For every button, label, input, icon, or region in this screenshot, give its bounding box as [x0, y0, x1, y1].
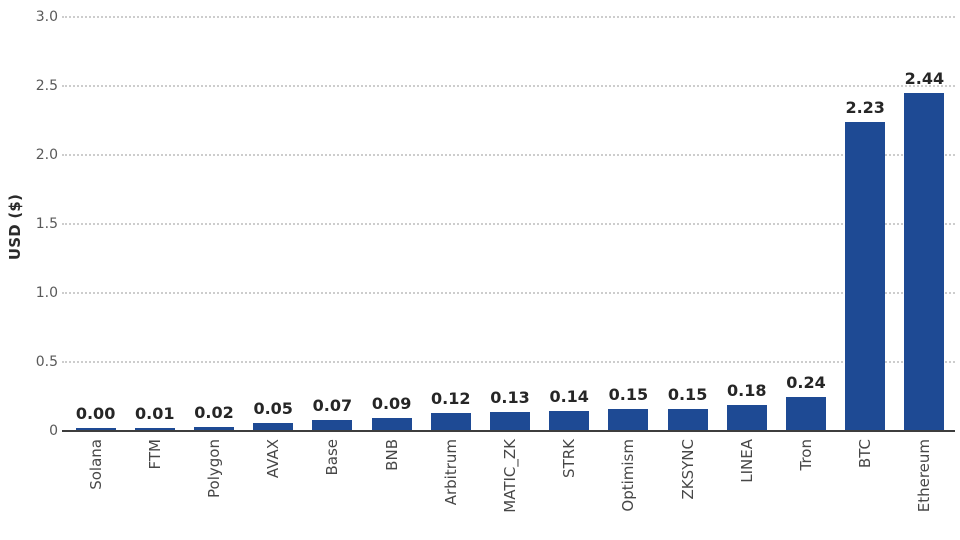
bar-value-label: 2.44	[904, 69, 945, 88]
x-axis-label: LINEA	[737, 439, 756, 483]
bar-value-label: 2.23	[845, 98, 885, 117]
bar	[667, 409, 708, 430]
gridline	[62, 292, 955, 294]
x-axis-label: BTC	[856, 439, 875, 469]
x-axis-label: Solana	[86, 439, 105, 490]
x-axis-label: ZKSYNC	[678, 439, 697, 500]
gridline	[62, 223, 955, 225]
bar	[253, 423, 294, 430]
bar-value-label: 0.15	[667, 385, 708, 404]
bar	[726, 405, 767, 430]
bar	[371, 418, 412, 430]
gridline	[62, 361, 955, 363]
y-tick-label: 2.5	[35, 78, 58, 94]
gridline	[62, 16, 955, 18]
bar	[608, 409, 649, 430]
gridline	[62, 154, 955, 156]
x-axis-label: Arbitrum	[441, 439, 460, 506]
bar	[490, 412, 530, 430]
bar	[786, 397, 826, 430]
bar	[845, 122, 886, 430]
x-axis-baseline	[62, 430, 955, 432]
x-axis-label: FTM	[145, 439, 164, 470]
bar-value-label: 0.07	[312, 396, 353, 415]
bar-value-label: 0.24	[786, 373, 826, 392]
y-tick-label: 3.0	[35, 9, 58, 25]
bar	[549, 411, 590, 430]
x-axis-label: STRK	[560, 439, 579, 478]
bar-value-label: 0.01	[135, 404, 175, 423]
x-axis-label: BNB	[382, 439, 401, 471]
x-axis-label: Base	[323, 439, 342, 476]
bar-value-label: 0.02	[194, 403, 234, 422]
bar	[134, 428, 175, 430]
bar-value-label: 0.12	[431, 389, 471, 408]
x-axis-label: MATIC_ZK	[501, 439, 519, 513]
bar	[904, 93, 945, 430]
y-tick-label: 2.0	[35, 147, 58, 163]
bar	[75, 428, 116, 430]
bar-value-label: 0.14	[549, 387, 589, 406]
bar-value-label: 0.15	[608, 385, 649, 404]
x-axis-label: Ethereum	[915, 439, 934, 513]
y-tick-label: 0.5	[35, 354, 58, 370]
bar-value-label: 0.05	[253, 399, 293, 418]
x-axis-label: Polygon	[205, 439, 223, 498]
bar	[312, 420, 353, 430]
bar-value-label: 0.00	[75, 404, 116, 423]
y-tick-label: 0	[49, 423, 58, 439]
y-tick-label: 1.0	[35, 285, 58, 301]
bar	[430, 413, 471, 430]
x-axis-label: Tron	[797, 439, 815, 471]
bar-value-label: 0.18	[727, 381, 767, 400]
bar-value-label: 0.13	[490, 388, 530, 407]
x-axis-label: Optimism	[619, 439, 638, 512]
gridline	[62, 85, 955, 87]
bar-value-label: 0.09	[371, 394, 412, 413]
x-axis-label: AVAX	[264, 439, 283, 479]
bar	[194, 427, 234, 430]
y-tick-label: 1.5	[35, 216, 58, 232]
